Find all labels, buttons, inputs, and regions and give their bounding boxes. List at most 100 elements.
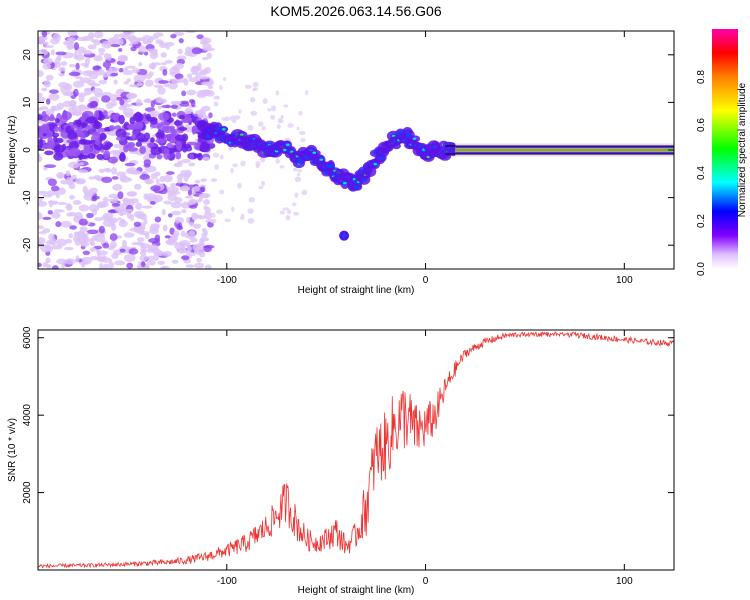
spectrogram-noise-blob xyxy=(86,212,94,219)
spectrogram-noise-blob xyxy=(283,104,289,108)
spectrogram-band-blob xyxy=(208,112,213,119)
spectrogram-noise-blob xyxy=(75,62,80,71)
spectrogram-noise-blob xyxy=(248,196,255,203)
spectrogram-noise-blob xyxy=(38,200,48,207)
spectrogram-noise-blob xyxy=(199,69,208,76)
spectrogram-noise-blob xyxy=(140,261,146,268)
spectrogram-noise-blob xyxy=(65,170,71,177)
spectrogram-noise-blob xyxy=(66,177,76,181)
spectrogram-band-blob xyxy=(145,113,152,120)
spectrogram-noise-blob xyxy=(275,158,281,164)
spectrogram-noise-blob xyxy=(177,48,183,55)
spectrogram-noise-blob xyxy=(73,42,80,51)
spectrogram-noise-blob xyxy=(297,169,302,173)
spectrogram-noise-blob xyxy=(93,55,103,62)
spectrogram-noise-blob xyxy=(197,76,209,80)
spectrogram-noise-blob xyxy=(201,81,212,86)
spectrogram-noise-blob xyxy=(126,78,132,82)
spectrogram-noise-blob xyxy=(177,160,184,165)
spectrogram-band-blob xyxy=(108,125,116,130)
spectrogram-noise-blob xyxy=(185,252,196,257)
spectrogram-noise-blob xyxy=(55,51,67,56)
spectrogram-noise-blob xyxy=(80,241,90,247)
spectrogram-noise-blob xyxy=(161,104,172,109)
spectrogram-noise-blob xyxy=(66,203,72,210)
spectrogram-noise-blob xyxy=(98,225,106,234)
spectrogram-noise-blob xyxy=(38,92,43,97)
spectrogram-band-blob xyxy=(178,126,188,131)
chart-title: KOM5.2026.063.14.56.G06 xyxy=(270,3,441,19)
spectrogram-noise-blob xyxy=(170,34,177,39)
spectrogram-noise-blob xyxy=(64,90,75,97)
spectrogram-noise-blob xyxy=(149,35,159,40)
spectrogram-noise-blob xyxy=(259,156,266,163)
track-core xyxy=(412,137,417,140)
spectrogram-noise-blob xyxy=(199,89,212,95)
spectrogram-noise-blob xyxy=(163,174,173,183)
spectrogram-band-blob xyxy=(119,152,126,162)
spectrogram-noise-blob xyxy=(188,77,199,83)
spectrogram-band-blob xyxy=(61,111,72,121)
spectrogram-noise-blob xyxy=(153,84,164,88)
spectrogram-noise-blob xyxy=(160,52,168,58)
spectrogram-noise-blob xyxy=(58,66,66,72)
track-core xyxy=(222,128,226,131)
spectrogram-band-blob xyxy=(172,112,177,117)
spectrogram-noise-blob xyxy=(261,126,266,131)
spectrogram-noise-blob xyxy=(38,96,46,102)
spectrogram-noise-blob xyxy=(139,173,150,181)
spectrogram-noise-blob xyxy=(98,79,108,85)
spectrogram-noise-blob xyxy=(181,255,190,261)
spectrogram-noise-blob xyxy=(196,257,202,263)
spectrogram-noise-blob xyxy=(137,213,145,219)
y-tick-label: 20 xyxy=(22,49,33,61)
spectrogram-noise-blob xyxy=(143,98,153,104)
spectrogram-noise-blob xyxy=(82,185,88,194)
spectrogram-noise-blob xyxy=(143,193,149,200)
y-tick-label: -20 xyxy=(22,238,33,253)
spectrogram-noise-blob xyxy=(119,248,126,253)
spectrogram-noise-blob xyxy=(123,67,129,71)
spectrogram-noise-blob xyxy=(45,74,54,81)
spectrogram-noise-blob xyxy=(129,84,140,88)
spectrogram-band-blob xyxy=(158,112,170,121)
spectrogram-noise-blob xyxy=(157,260,166,265)
spectrogram-band-blob xyxy=(38,130,43,139)
spectrogram-noise-blob xyxy=(240,213,245,218)
spectrogram-noise-blob xyxy=(52,33,61,42)
spectrogram-noise-blob xyxy=(300,137,306,143)
spectrogram-noise-blob xyxy=(144,178,155,185)
spectrogram-noise-blob xyxy=(118,105,127,111)
spectrogram-noise-blob xyxy=(185,264,195,268)
snr-ylabel: SNR (10 * v/v) xyxy=(7,418,18,482)
spectrogram-noise-blob xyxy=(131,68,140,74)
spectrogram-noise-blob xyxy=(99,263,104,269)
spectrogram-noise-blob xyxy=(144,73,152,79)
spectrogram-noise-blob xyxy=(78,169,88,174)
spectrogram-noise-blob xyxy=(189,198,197,205)
spectrogram-noise-blob xyxy=(108,261,115,269)
spectrogram-noise-blob xyxy=(96,250,108,256)
spectrogram-band-blob xyxy=(139,146,147,155)
spectrogram-noise-blob xyxy=(135,98,142,107)
spectrogram-band-blob xyxy=(94,110,100,120)
spectrogram-noise-blob xyxy=(108,66,113,75)
spectrogram-noise-blob xyxy=(124,162,136,167)
spectrogram-noise-blob xyxy=(184,195,194,199)
spectrogram-noise-blob xyxy=(202,245,212,253)
spectrogram-noise-blob xyxy=(147,244,159,251)
spectrogram-noise-blob xyxy=(129,36,140,45)
spectrogram-band-blob xyxy=(115,128,127,139)
spectrogram-noise-blob xyxy=(49,238,57,246)
spectrogram-noise-blob xyxy=(154,234,161,242)
spectrogram-noise-blob xyxy=(102,73,109,78)
spectrogram-band-blob xyxy=(156,154,163,160)
spectrogram-noise-blob xyxy=(200,108,205,114)
spectrogram-noise-blob xyxy=(79,226,88,233)
spectrogram-noise-blob xyxy=(162,266,168,269)
spectrogram-noise-blob xyxy=(94,234,106,243)
spectrogram-band-blob xyxy=(162,126,173,134)
spectrogram-band-blob xyxy=(173,120,183,126)
spectrogram-noise-blob xyxy=(101,214,112,222)
